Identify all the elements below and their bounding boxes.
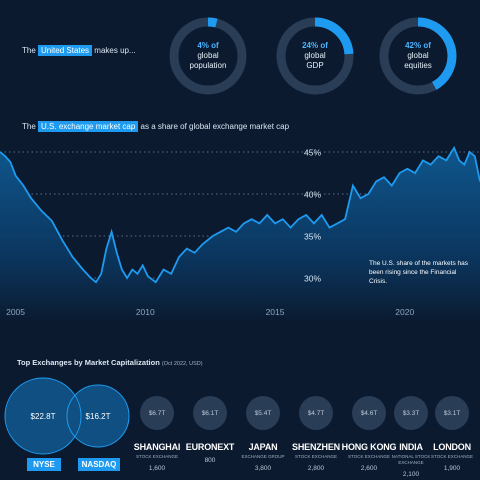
exchange-count: 2,100 [402,471,420,478]
exchange-value: $6.7T [140,396,174,430]
donut-line2: equities [404,61,432,70]
nyse-value: $22.8T [31,412,56,421]
y-tick-label: 35% [304,232,321,242]
nyse-label: NYSE [27,458,61,471]
exchange-name: SHANGHAI [133,442,181,452]
donut-line2: GDP [306,61,324,70]
exchange-name: LONDON [433,442,471,452]
donut-ring [276,17,354,95]
donut-arc [379,17,457,95]
donut-line1: global [407,51,429,60]
exchange-sub: EXCHANGE GROUP [241,454,285,459]
exchange-count: 2,600 [360,465,378,472]
venn-diagram: $22.8T $16.2T [4,377,130,455]
exchanges-title-text: Top Exchanges by Market Capitalization [17,358,160,367]
exchange-item: $5.4T JAPAN EXCHANGE GROUP 3,800 [235,396,291,472]
y-tick-label: 45% [304,148,321,158]
y-tick-label: 30% [304,274,321,284]
exchange-item: $6.1T EURONEXT 800 [182,396,238,464]
exchange-count: 800 [204,457,216,464]
exchange-item: $3.3T INDIA NATIONAL STOCK EXCHANGE 2,100 [383,396,439,478]
chart-title-post: as a share of global exchange market cap [140,122,290,131]
donut-arc [276,17,354,95]
exchange-item: $4.7T SHENZHEN STOCK EXCHANGE 2,800 [288,396,344,472]
exchange-count: 2,800 [307,465,325,472]
exchange-value: $5.4T [246,396,280,430]
x-tick-label: 2010 [136,307,155,317]
exchange-name: EURONEXT [185,442,235,452]
exchange-name: SHENZHEN [292,442,340,452]
intro-text: The United States makes up... [22,45,136,56]
chart-title-pre: The [22,122,36,131]
intro-highlight: United States [38,45,93,56]
donut-line1: global [304,51,326,60]
exchange-value: $3.1T [435,396,469,430]
exchange-sub: STOCK EXCHANGE [431,454,473,459]
x-tick-label: 2015 [266,307,285,317]
exchange-sub: STOCK EXCHANGE [295,454,337,459]
donut-line2: population [189,61,227,70]
series-line [0,145,480,284]
intro-post: makes up... [94,46,136,55]
exchange-value: $4.7T [299,396,333,430]
x-tick-label: 2020 [395,307,414,317]
exchanges-title: Top Exchanges by Market Capitalization (… [17,358,203,367]
area-chart: 45% 40% 35% 30% 2005 2010 2015 2020 [0,145,480,322]
chart-title-highlight: U.S. exchange market cap [38,121,139,132]
exchange-value: $4.6T [352,396,386,430]
chart-annotation: The U.S. share of the markets has been r… [369,260,468,285]
donut-line1: global [197,51,219,60]
donut-gdp: 24% of global GDP [273,14,357,98]
exchange-name: JAPAN [248,442,278,452]
x-tick-label: 2005 [6,307,25,317]
exchange-name: HONG KONG [341,442,397,452]
donut-percent: 24% of [302,41,328,50]
donut-arc [169,17,247,95]
exchange-value: $3.3T [394,396,428,430]
donut-percent: 4% of [197,41,219,50]
exchange-sub: NATIONAL STOCK EXCHANGE [391,454,431,465]
area-fill [0,147,480,322]
donut-ring [379,17,457,95]
exchange-count: 1,600 [148,465,166,472]
nyse-circle [5,378,81,454]
exchange-count: 1,900 [443,465,461,472]
exchanges-subtitle: (Oct 2022, USD) [161,361,203,367]
donut-equities: 42% of global equities [376,14,460,98]
exchange-item: $4.6T HONG KONG STOCK EXCHANGE 2,600 [341,396,397,472]
chart-title: The U.S. exchange market cap as a share … [22,121,290,132]
exchange-sub: STOCK EXCHANGE [348,454,390,459]
exchange-value: $6.1T [193,396,227,430]
donut-population: 4% of global population [166,14,250,98]
nasdaq-label: NASDAQ [78,458,120,471]
nasdaq-circle [66,384,130,448]
exchange-name: INDIA [399,442,423,452]
exchange-count: 3,800 [254,465,272,472]
donut-percent: 42% of [405,41,431,50]
exchange-item: $6.7T SHANGHAI STOCK EXCHANGE 1,600 [129,396,185,472]
exchange-item: $3.1T LONDON STOCK EXCHANGE 1,900 [424,396,480,472]
y-tick-label: 40% [304,190,321,200]
intro-pre: The [22,46,36,55]
nasdaq-value: $16.2T [86,412,111,421]
donut-ring [169,17,247,95]
exchange-sub: STOCK EXCHANGE [136,454,178,459]
